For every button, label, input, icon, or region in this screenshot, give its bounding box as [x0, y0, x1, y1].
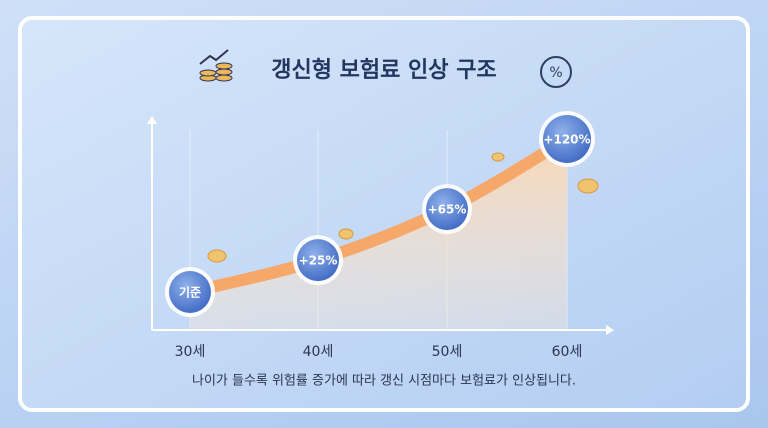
title-icon [199, 49, 233, 82]
coins [207, 152, 599, 263]
chart-title: 갱신형 보험료 인상 구조 [271, 57, 496, 83]
x-tick-label: 40세 [303, 344, 334, 360]
data-label: 기준 [179, 285, 201, 300]
data-label: +65% [428, 203, 467, 217]
data-label: +25% [299, 254, 338, 268]
point-marker [426, 188, 468, 231]
point-marker [543, 115, 591, 163]
data-label: +120% [543, 133, 590, 147]
point-marker [169, 271, 211, 313]
area [190, 139, 567, 330]
percent-icon: % [540, 56, 572, 88]
y-axis-arrow [147, 116, 157, 124]
x-tick-label: 60세 [552, 344, 583, 360]
x-axis-arrow [606, 325, 614, 335]
x-tick-label: 30세 [175, 344, 206, 360]
x-tick-label: 50세 [432, 344, 463, 360]
svg-text:%: % [549, 65, 562, 81]
caption: 나이가 들수록 위험률 증가에 따라 갱신 시점마다 보험료가 인상됩니다. [192, 374, 576, 389]
point-marker [297, 239, 339, 282]
line [184, 133, 573, 298]
